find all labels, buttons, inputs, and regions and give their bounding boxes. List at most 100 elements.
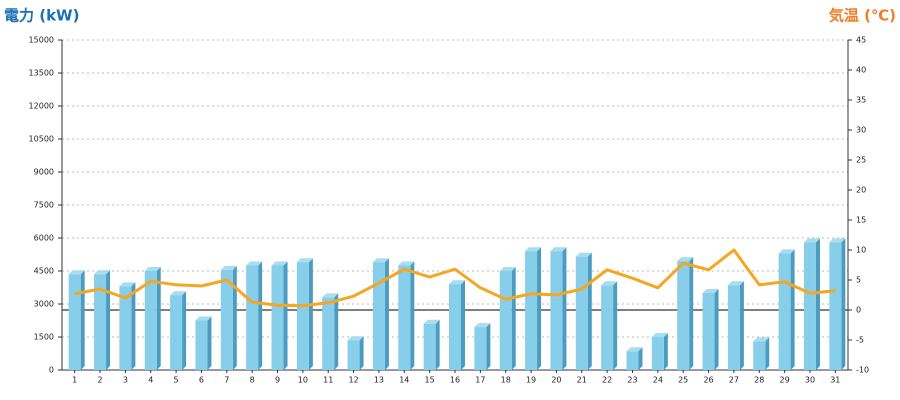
y-tick-label: 6000	[34, 234, 54, 243]
x-tick-label: 20	[551, 376, 561, 385]
bar-side	[461, 280, 465, 370]
bar-side	[739, 281, 744, 370]
bar	[94, 274, 107, 370]
right-axis-title: 気温 (℃)	[829, 7, 896, 25]
left-axis-title: 電力 (kW)	[4, 7, 79, 25]
bar-side	[156, 267, 161, 370]
y-tick-label: 9000	[34, 168, 54, 177]
x-tick-label: 10	[298, 376, 308, 385]
x-tick-label: 4	[148, 376, 153, 385]
y2-tick-label: 20	[856, 186, 866, 195]
x-tick-label: 29	[780, 376, 790, 385]
bar-top	[119, 282, 136, 287]
bar-side	[587, 252, 592, 370]
bar-top	[347, 336, 364, 341]
temperature-line	[74, 248, 836, 308]
x-tick-label: 15	[425, 376, 435, 385]
bar-side	[815, 238, 820, 370]
x-tick-label: 1	[72, 376, 77, 385]
bar-side	[841, 238, 846, 370]
bar-top	[626, 347, 643, 352]
bar-top	[829, 238, 846, 243]
bar-top	[322, 293, 339, 298]
x-tick-label: 21	[577, 376, 587, 385]
bar-top	[601, 281, 618, 286]
x-tick-label: 28	[754, 376, 764, 385]
y-tick-label: 13500	[29, 69, 54, 78]
bar-side	[765, 337, 770, 370]
x-tick-label: 13	[374, 376, 384, 385]
x-tick-label: 26	[703, 376, 713, 385]
bar-top	[220, 265, 237, 270]
bar-top	[803, 238, 820, 243]
x-tick-label: 16	[450, 376, 460, 385]
y-tick-label: 4500	[34, 267, 54, 276]
x-tick-label: 8	[250, 376, 255, 385]
x-tick-label: 17	[475, 376, 485, 385]
bar	[246, 265, 259, 370]
bar-side	[106, 270, 111, 370]
bar	[449, 284, 461, 370]
bar	[398, 265, 411, 370]
bar-top	[499, 267, 516, 271]
bar	[322, 297, 335, 370]
bar-side	[80, 270, 85, 370]
bar-top	[296, 258, 313, 263]
bar	[347, 340, 360, 370]
bar-top	[449, 280, 465, 285]
bar-side	[511, 267, 516, 370]
bar-top	[398, 261, 415, 266]
y2-tick-label: 45	[856, 36, 866, 45]
bar-side	[410, 261, 415, 370]
x-tick-label: 24	[653, 376, 663, 385]
bar-top	[271, 261, 288, 266]
x-tick-label: 7	[224, 376, 229, 385]
bar-top	[246, 261, 263, 266]
bar-side	[562, 247, 567, 370]
bar-top	[474, 323, 491, 328]
bar-side	[613, 281, 618, 370]
bar-top	[144, 267, 161, 271]
bar-side	[131, 282, 136, 370]
bar-top	[727, 281, 744, 286]
x-tick-label: 12	[348, 376, 358, 385]
bar-side	[537, 247, 542, 370]
bar-side	[258, 261, 263, 370]
bar	[651, 337, 664, 370]
y-tick-label: 10500	[29, 135, 54, 144]
bar-side	[207, 316, 212, 370]
y2-tick-label: 30	[856, 126, 866, 135]
bar	[68, 274, 81, 370]
bar-side	[359, 336, 364, 370]
bar-side	[638, 347, 643, 370]
y2-tick-label: -5	[856, 336, 864, 345]
x-tick-label: 11	[323, 376, 333, 385]
x-tick-label: 22	[602, 376, 612, 385]
bar-top	[677, 257, 694, 262]
bar	[271, 265, 284, 370]
y-tick-label: 0	[49, 366, 54, 375]
bar-top	[753, 337, 770, 342]
y2-tick-label: 0	[856, 306, 861, 315]
bar-top	[195, 316, 212, 321]
bar-top	[94, 270, 111, 275]
y-tick-label: 15000	[29, 36, 54, 45]
x-tick-label: 25	[678, 376, 688, 385]
bar-side	[283, 261, 288, 370]
bar	[829, 242, 842, 370]
y-tick-label: 1500	[34, 333, 54, 342]
bar-top	[651, 333, 668, 337]
y-tick-label: 12000	[29, 102, 54, 111]
bar-side	[486, 323, 491, 370]
x-tick-label: 30	[805, 376, 815, 385]
x-tick-label: 19	[526, 376, 536, 385]
bar-top	[778, 249, 795, 254]
bar	[778, 253, 791, 370]
bar-top	[525, 247, 542, 252]
bar-side	[714, 289, 719, 370]
bar	[195, 320, 208, 370]
bar	[499, 271, 512, 370]
y2-tick-label: 10	[856, 246, 866, 255]
bar	[575, 256, 588, 370]
